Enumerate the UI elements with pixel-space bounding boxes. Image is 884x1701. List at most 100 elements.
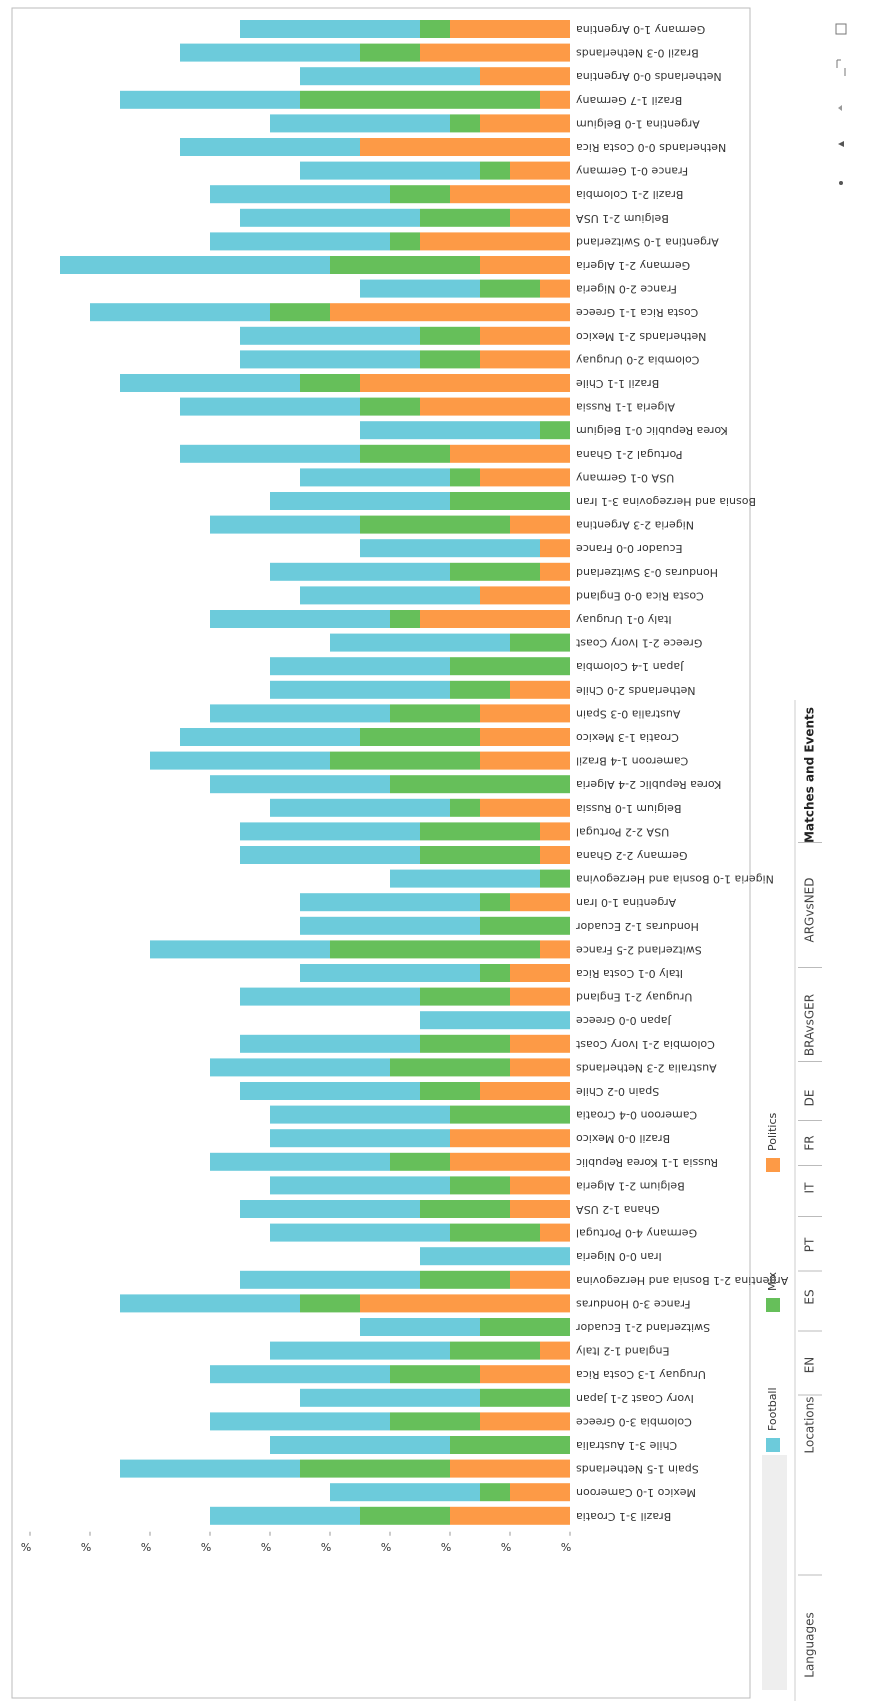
bar-segment	[450, 114, 480, 133]
category-label: Chile 3-1 Australia	[576, 1439, 677, 1452]
tab[interactable]: Languages	[803, 1612, 817, 1677]
bar-segment	[480, 916, 570, 935]
tool-icon[interactable]	[839, 181, 843, 185]
bar-segment	[480, 67, 570, 86]
category-label: Brazil 2-1 Colombia	[576, 188, 683, 201]
bar-segment	[270, 303, 330, 322]
category-label: Bosnia and Herzegovina 3-1 Iran	[576, 495, 756, 508]
bar-segment	[210, 1365, 390, 1384]
bar-segment	[120, 90, 300, 109]
category-label: Korea Republic 2-4 Algeria	[576, 778, 721, 791]
bar-segment	[240, 1200, 420, 1218]
bar-segment	[150, 940, 330, 959]
category-label: Nigeria 2-3 Argentina	[576, 519, 694, 532]
category-label: Italy 0-1 Uruguay	[576, 613, 672, 626]
tab[interactable]: FR	[803, 1135, 817, 1150]
bar-segment	[60, 256, 330, 274]
bar-segment	[150, 751, 330, 770]
tab[interactable]: EN	[803, 1357, 817, 1374]
category-label: USA 2-2 Portugal	[576, 825, 669, 838]
bar-segment	[420, 1082, 480, 1100]
bar-segment	[210, 704, 390, 723]
x-tick-label: %	[261, 1540, 271, 1553]
category-label: Ecuador 0-0 France	[576, 542, 683, 555]
bar-segment	[300, 1388, 480, 1407]
tab[interactable]: ARGvsNED	[803, 878, 817, 943]
bar-segment	[420, 397, 570, 416]
bar-segment	[450, 1341, 540, 1360]
tab[interactable]: PT	[803, 1237, 817, 1252]
category-label: Iran 0-0 Nigeria	[576, 1250, 662, 1263]
bar-segment	[480, 279, 540, 298]
bar-segment	[270, 1176, 450, 1195]
bar-segment	[270, 657, 450, 676]
bar-segment	[270, 562, 450, 581]
bar-segment	[240, 1082, 420, 1100]
bar-segment	[180, 444, 360, 463]
category-label: Portugal 2-1 Ghana	[576, 448, 682, 461]
category-label: Italy 0-1 Costa Rica	[576, 967, 683, 980]
bar-segment	[420, 43, 570, 62]
bar-segment	[390, 1365, 480, 1384]
bar-segment	[450, 1176, 510, 1195]
bar-segment	[390, 1058, 510, 1077]
tab[interactable]: ES	[803, 1289, 817, 1304]
tab[interactable]: Locations	[803, 1396, 817, 1453]
tab[interactable]: Matches and Events	[803, 707, 817, 843]
bar-segment	[300, 67, 480, 86]
bar-segment	[540, 562, 570, 581]
bar-segment	[360, 539, 540, 558]
tab[interactable]: IT	[803, 1182, 817, 1194]
category-label: Belgium 2-1 Algeria	[576, 1179, 685, 1192]
bar-segment	[480, 256, 570, 274]
bar-segment	[540, 846, 570, 864]
bar-segment	[360, 421, 540, 440]
bar-segment	[300, 586, 480, 605]
bar-segment	[420, 232, 570, 251]
bar-segment	[480, 704, 570, 723]
category-label: Cameroon 0-4 Croatia	[576, 1109, 697, 1122]
bar-segment	[450, 468, 480, 487]
bar-segment	[450, 492, 570, 510]
bar-segment	[450, 1436, 570, 1454]
bar-segment	[450, 1105, 570, 1124]
bar-segment	[180, 43, 360, 62]
bar-segment	[480, 161, 510, 180]
category-label: France 2-0 Nigeria	[576, 283, 677, 296]
category-label: Argentina 1-0 Iran	[576, 896, 676, 909]
bar-segment	[360, 374, 570, 392]
tool-icon[interactable]	[835, 23, 847, 35]
bar-segment	[390, 775, 570, 794]
category-label: Nigeria 1-0 Bosnia and Herzegovina	[576, 873, 774, 886]
chart-frame	[11, 7, 751, 1699]
tab[interactable]: BRAvsGER	[803, 994, 817, 1056]
bar-segment	[270, 798, 450, 817]
bar-segment	[480, 1388, 570, 1407]
bar-segment	[510, 208, 570, 227]
bar-segment	[480, 586, 570, 605]
legend-label: Politics	[766, 1112, 779, 1151]
bar-segment	[240, 1034, 420, 1053]
category-label: Argentina 2-1 Bosnia and Herzegovina	[576, 1274, 788, 1287]
bar-segment	[510, 680, 570, 699]
bar-segment	[510, 1270, 570, 1289]
bar-segment	[210, 1412, 390, 1431]
bar-segment	[420, 846, 540, 864]
bar-segment	[510, 515, 570, 534]
bar-segment	[480, 964, 510, 982]
bar-segment	[480, 893, 510, 912]
tool-icon[interactable]	[838, 141, 844, 147]
bar-segment	[360, 138, 570, 156]
tab[interactable]: DE	[803, 1090, 817, 1107]
category-label: Algeria 1-1 Russia	[576, 401, 675, 414]
bar-segment	[330, 1483, 480, 1502]
legend-swatch	[766, 1438, 780, 1452]
tool-icon[interactable]	[836, 59, 846, 76]
bar-segment	[270, 1341, 450, 1360]
bar-segment	[300, 1294, 360, 1313]
bar-segment	[330, 751, 480, 770]
category-label: Honduras 1-2 Ecuador	[576, 920, 699, 933]
tool-icon[interactable]	[838, 105, 842, 111]
category-label: Colombia 3-0 Greece	[576, 1415, 692, 1428]
bar-segment	[180, 397, 360, 416]
